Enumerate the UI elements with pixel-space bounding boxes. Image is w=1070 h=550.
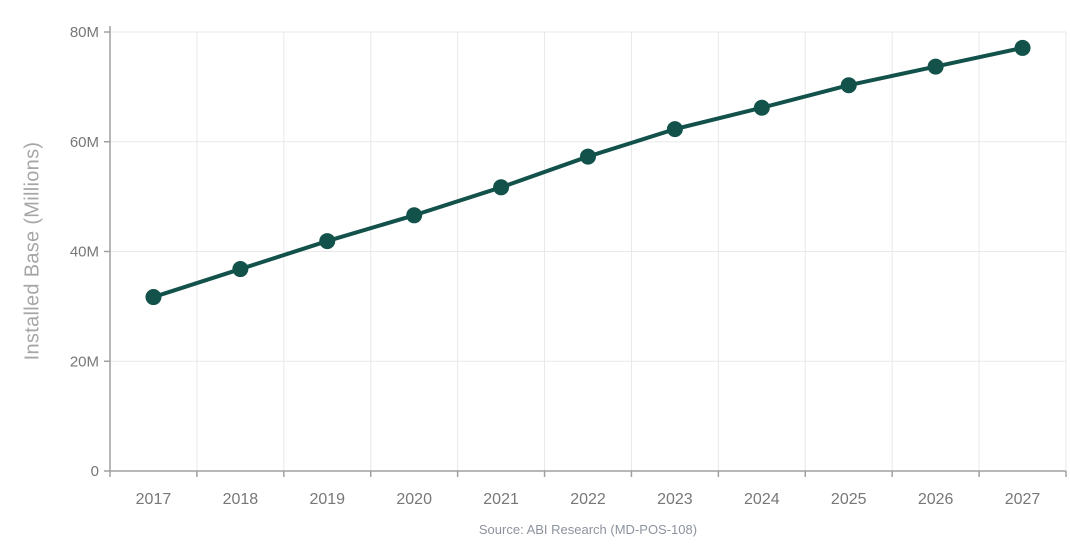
data-point-2025[interactable]: [840, 77, 857, 94]
data-point-2026[interactable]: [927, 58, 944, 75]
data-point-2027[interactable]: [1014, 39, 1031, 56]
y-tick-label: 60M: [70, 134, 99, 151]
data-point-2020[interactable]: [406, 207, 423, 224]
x-tick-label: 2017: [136, 491, 172, 508]
x-tick-label: 2018: [223, 491, 259, 508]
data-point-2021[interactable]: [493, 179, 510, 196]
data-point-2019[interactable]: [319, 233, 336, 250]
data-point-2017[interactable]: [145, 289, 162, 306]
y-tick-label: 20M: [70, 353, 99, 370]
x-tick-label: 2021: [483, 491, 519, 508]
x-tick-label: 2024: [744, 491, 780, 508]
y-tick-label: 0: [91, 463, 99, 480]
data-point-2018[interactable]: [232, 261, 249, 278]
x-tick-label: 2019: [309, 491, 345, 508]
x-tick-label: 2026: [918, 491, 954, 508]
x-tick-label: 2022: [570, 491, 606, 508]
x-tick-label: 2020: [396, 491, 432, 508]
source-caption: Source: ABI Research (MD-POS-108): [478, 522, 698, 537]
data-point-2023[interactable]: [666, 121, 683, 138]
x-tick-label: 2027: [1005, 491, 1041, 508]
y-axis-title: Installed Base (Millions): [21, 141, 44, 361]
x-tick-label: 2023: [657, 491, 693, 508]
data-point-2022[interactable]: [580, 148, 596, 165]
y-tick-label: 40M: [70, 244, 99, 261]
data-point-2024[interactable]: [753, 99, 770, 116]
x-tick-label: 2025: [831, 491, 867, 508]
y-tick-label: 80M: [70, 24, 99, 41]
